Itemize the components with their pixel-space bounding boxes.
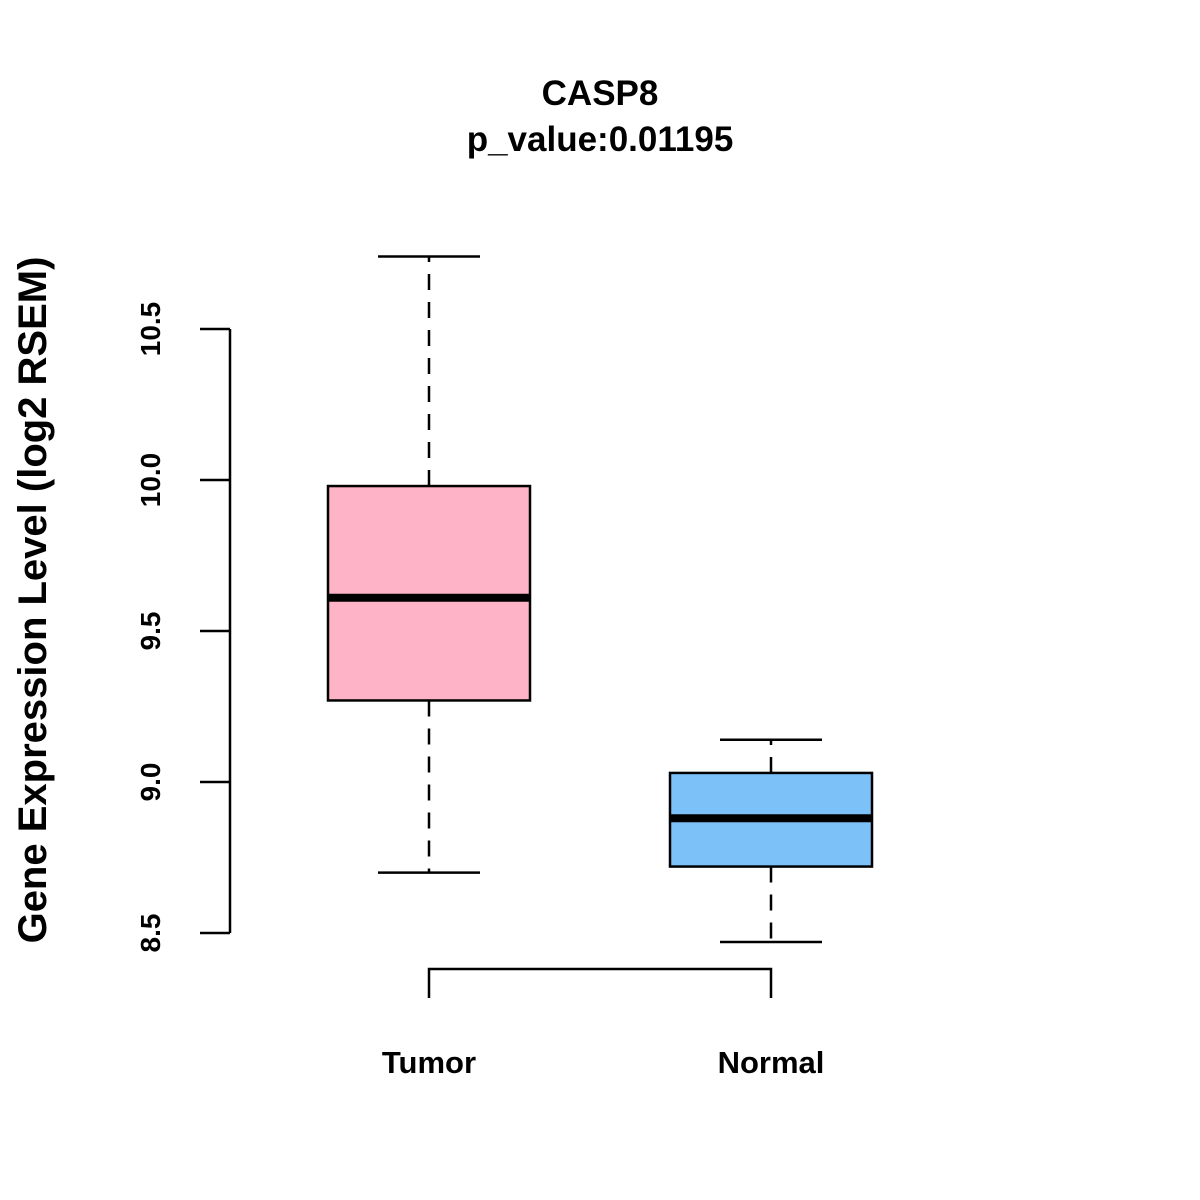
y-tick-label: 9.5 [135,612,166,651]
comparison-bracket [427,967,773,998]
y-axis-label: Gene Expression Level (log2 RSEM) [11,257,55,944]
x-axis-labels: Tumor Normal [382,1045,824,1080]
box-normal [668,738,874,944]
y-tick-label: 9.0 [135,763,166,802]
box-tumor [326,255,532,874]
chart-subtitle: p_value:0.01195 [467,120,734,159]
y-tick-label: 8.5 [135,914,166,953]
bracket-line [427,967,773,998]
x-tick-label-tumor: Tumor [382,1045,476,1080]
y-tick-label: 10.0 [135,453,166,508]
chart-title: CASP8 [542,74,659,113]
boxes-group [326,255,874,944]
iqr-box [326,484,532,702]
x-tick-label-normal: Normal [718,1045,825,1080]
y-tick-label: 10.5 [135,302,166,357]
y-axis: 8.5 9.0 9.5 10.0 10.5 [135,302,232,953]
